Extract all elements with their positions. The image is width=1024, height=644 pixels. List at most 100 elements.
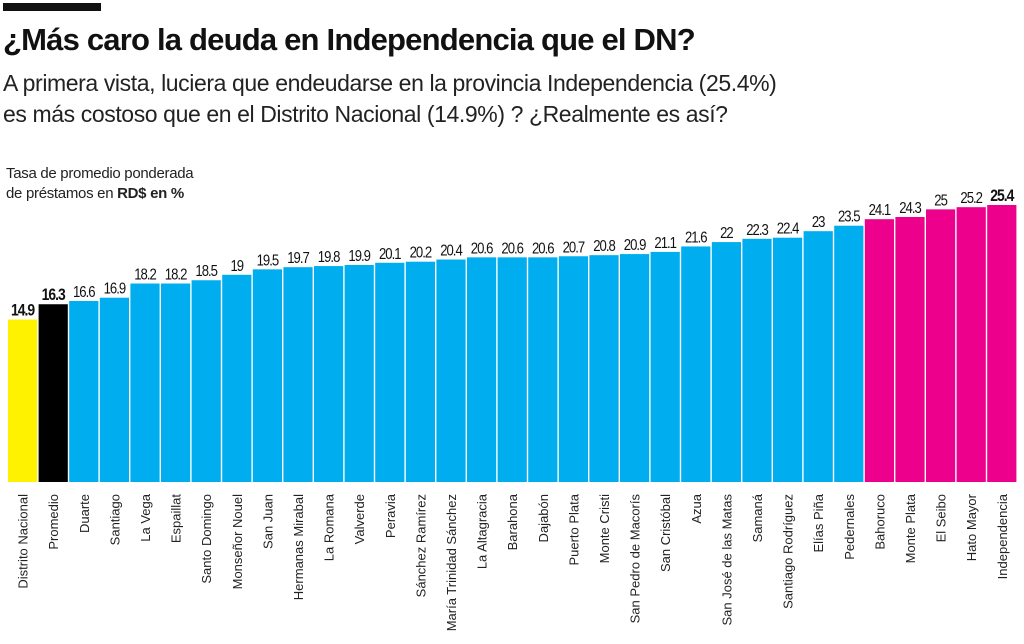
category-label-7: Monseñor Nouel	[230, 494, 245, 589]
data-label-16: 20.6	[501, 240, 523, 257]
data-label-32: 25.4	[990, 187, 1014, 206]
bar-12	[375, 262, 405, 482]
data-label-14: 20.4	[440, 242, 462, 259]
y-axis-label-unit: RD$ en %	[117, 185, 184, 202]
category-label-26: Elías Piña	[811, 493, 826, 552]
data-label-31: 25.2	[960, 190, 982, 207]
bar-6	[191, 280, 221, 482]
bar-3	[99, 297, 129, 482]
bar-25	[773, 237, 803, 482]
category-label-22: Azua	[689, 493, 704, 523]
bar-16	[497, 257, 527, 482]
category-label-2: Duarte	[77, 494, 92, 533]
y-axis-label: Tasa de promedio ponderada de préstamos …	[6, 164, 194, 204]
data-label-15: 20.6	[471, 240, 493, 257]
subtitle-line-1: A primera vista, luciera que endeudarse …	[3, 70, 777, 96]
category-label-14: María Trinidad Sánchez	[444, 494, 459, 631]
bar-20	[620, 254, 650, 482]
bar-5	[161, 283, 191, 482]
y-axis-label-line-2: de préstamos en	[6, 185, 118, 202]
category-label-24: Samaná	[750, 493, 765, 542]
bar-27	[834, 225, 864, 483]
page-title: ¿Más caro la deuda en Independencia que …	[3, 22, 696, 57]
category-label-17: Dajabón	[536, 494, 551, 542]
data-label-7: 19	[230, 258, 243, 275]
y-axis-label-line-1: Tasa de promedio ponderada	[6, 165, 194, 182]
bar-4	[130, 283, 160, 482]
subtitle-line-2: es más costoso que en el Distrito Nacion…	[3, 101, 728, 127]
data-label-1: 16.3	[42, 286, 66, 305]
category-label-9: Hermanas Mirabal	[291, 494, 306, 600]
bar-14	[436, 259, 466, 482]
data-label-23: 22	[720, 225, 733, 242]
category-label-6: Santo Domingo	[199, 494, 214, 584]
category-label-21: San Cristóbal	[658, 494, 673, 572]
data-label-19: 20.8	[593, 238, 615, 255]
data-label-11: 19.9	[348, 248, 370, 265]
category-label-12: Peravia	[383, 493, 398, 538]
category-label-3: Santiago	[107, 494, 122, 545]
bar-28	[864, 219, 894, 482]
bar-18	[558, 256, 588, 482]
data-label-26: 23	[812, 214, 825, 231]
category-label-11: Valverde	[352, 494, 367, 544]
bar-31	[956, 207, 986, 483]
data-label-10: 19.8	[318, 249, 340, 266]
bar-7	[222, 274, 252, 482]
data-label-4: 18.2	[134, 266, 156, 283]
data-label-8: 19.5	[257, 252, 279, 269]
data-label-18: 20.7	[563, 239, 585, 256]
bar-30	[926, 209, 956, 483]
decorative-top-bar	[3, 3, 101, 11]
data-label-2: 16.6	[73, 284, 95, 301]
data-label-12: 20.1	[379, 246, 401, 263]
bar-0	[8, 319, 38, 482]
category-label-5: Espaillat	[169, 494, 184, 544]
category-label-4: La Vega	[138, 493, 153, 541]
bar-32	[987, 205, 1017, 482]
category-label-19: Monte Cristi	[597, 494, 612, 563]
data-label-6: 18.5	[195, 263, 217, 280]
bar-26	[803, 231, 833, 482]
category-label-28: Bahoruco	[872, 494, 887, 550]
data-label-13: 20.2	[410, 245, 432, 262]
category-label-31: Hato Mayor	[964, 493, 979, 561]
bar-2	[69, 300, 99, 482]
bar-29	[895, 216, 925, 482]
category-label-13: Sánchez Ramírez	[413, 494, 428, 597]
data-label-24: 22.3	[746, 222, 768, 239]
bar-22	[681, 246, 711, 482]
category-label-29: Monte Plata	[903, 493, 918, 563]
subtitle: A primera vista, luciera que endeudarse …	[3, 68, 1003, 130]
bar-1	[38, 304, 68, 482]
category-label-18: Puerto Plata	[566, 493, 581, 565]
data-label-5: 18.2	[165, 266, 187, 283]
bar-8	[252, 269, 282, 482]
category-label-25: Santiago Rodríguez	[781, 494, 796, 609]
category-label-32: Independencia	[995, 493, 1010, 579]
category-label-16: Barahona	[505, 493, 520, 550]
bar-17	[528, 257, 558, 482]
data-label-28: 24.1	[869, 202, 891, 219]
data-label-3: 16.9	[104, 281, 126, 298]
category-label-10: La Romana	[322, 493, 337, 561]
data-label-17: 20.6	[532, 240, 554, 257]
bar-11	[344, 264, 374, 482]
data-label-30: 25	[934, 192, 947, 209]
bar-23	[711, 242, 741, 482]
category-label-27: Pedernales	[842, 494, 857, 560]
category-label-0: Distrito Nacional	[16, 494, 31, 589]
data-label-25: 22.4	[777, 221, 799, 238]
data-label-0: 14.9	[11, 301, 35, 320]
bar-10	[314, 266, 344, 482]
bar-13	[405, 261, 435, 482]
data-label-20: 20.9	[624, 237, 646, 254]
category-label-1: Promedio	[46, 494, 61, 550]
category-label-23: San José de las Matas	[719, 494, 734, 626]
data-label-29: 24.3	[899, 200, 921, 217]
category-label-15: La Altagracia	[475, 493, 490, 569]
data-label-27: 23.5	[838, 209, 860, 226]
bar-24	[742, 238, 772, 482]
category-label-20: San Pedro de Macorís	[628, 494, 643, 624]
